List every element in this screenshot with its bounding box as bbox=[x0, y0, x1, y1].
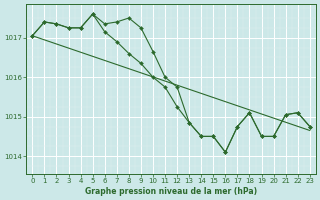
X-axis label: Graphe pression niveau de la mer (hPa): Graphe pression niveau de la mer (hPa) bbox=[85, 187, 257, 196]
